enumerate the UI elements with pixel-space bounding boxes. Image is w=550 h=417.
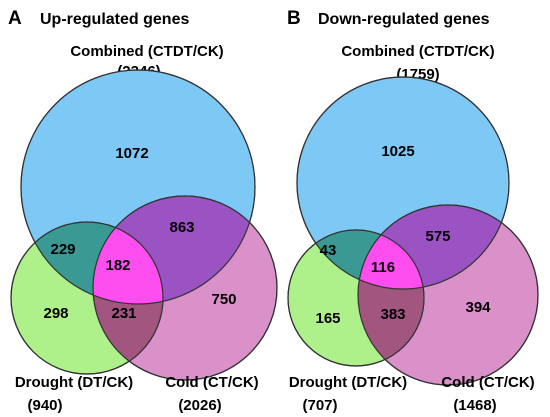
panel-title-a: Up-regulated genes <box>40 11 189 28</box>
region-all-three-b: 116 <box>371 259 395 276</box>
region-combined-cold-b: 575 <box>425 228 450 245</box>
panel-b: B Down-regulated genes Combined (CTDT/CK… <box>287 8 539 414</box>
region-all-three-a: 182 <box>105 257 130 274</box>
panel-title-b: Down-regulated genes <box>318 11 490 28</box>
panel-a: A Up-regulated genes Combined (CTDT/CK) … <box>8 8 278 414</box>
region-cold-only-b: 394 <box>465 299 491 316</box>
region-drought-only-a: 298 <box>43 305 68 322</box>
drought-label-a: Drought (DT/CK) <box>15 374 133 391</box>
region-combined-only-a: 1072 <box>115 145 148 162</box>
cold-label-b: Cold (CT/CK) <box>441 374 534 391</box>
venn-b <box>287 76 539 386</box>
panel-letter-a: A <box>8 8 22 29</box>
all-three-overlap-b <box>358 230 424 289</box>
all-three-overlap-a <box>93 222 163 304</box>
venn-a <box>10 69 278 381</box>
region-combined-only-b: 1025 <box>381 143 414 160</box>
region-combined-drought-a: 229 <box>50 241 75 258</box>
cold-total-b: (1468) <box>453 397 496 414</box>
drought-label-b: Drought (DT/CK) <box>289 374 407 391</box>
cold-label-a: Cold (CT/CK) <box>165 374 258 391</box>
region-combined-drought-b: 43 <box>320 242 337 259</box>
region-drought-only-b: 165 <box>315 310 340 327</box>
combined-label-a: Combined (CTDT/CK) <box>70 43 223 60</box>
region-cold-only-a: 750 <box>211 291 236 308</box>
panel-letter-b: B <box>287 8 301 29</box>
cold-total-a: (2026) <box>178 397 221 414</box>
drought-total-a: (940) <box>27 397 62 414</box>
region-drought-cold-b: 383 <box>380 306 405 323</box>
region-combined-cold-a: 863 <box>169 219 194 236</box>
drought-total-b: (707) <box>302 397 337 414</box>
region-drought-cold-a: 231 <box>111 305 136 322</box>
combined-label-b: Combined (CTDT/CK) <box>341 43 494 60</box>
